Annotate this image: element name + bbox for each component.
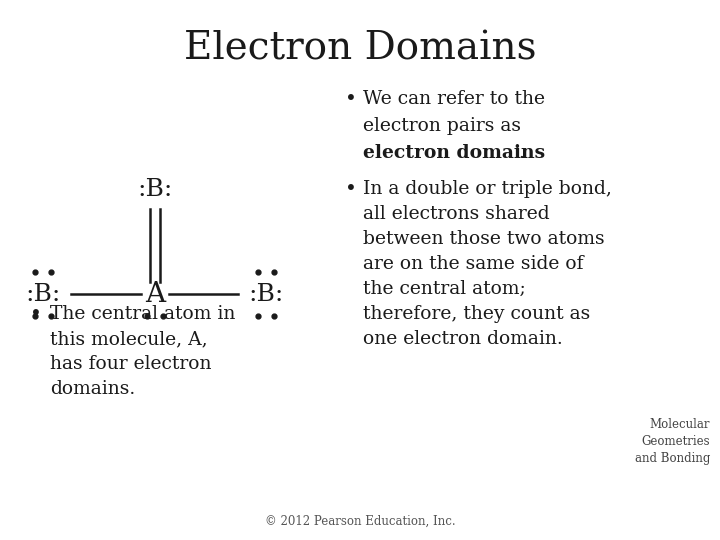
Text: A: A (145, 281, 165, 308)
Text: In a double or triple bond,
all electrons shared
between those two atoms
are on : In a double or triple bond, all electron… (363, 180, 612, 348)
Text: Electron Domains: Electron Domains (184, 30, 536, 67)
Text: The central atom in
this molecule, A,
has four electron
domains.: The central atom in this molecule, A, ha… (50, 305, 235, 398)
Text: © 2012 Pearson Education, Inc.: © 2012 Pearson Education, Inc. (265, 515, 455, 528)
Text: •: • (30, 305, 42, 324)
Text: :B:: :B: (25, 283, 61, 306)
Text: We can refer to the: We can refer to the (363, 90, 545, 108)
Text: •: • (345, 180, 357, 199)
Text: electron domains: electron domains (363, 144, 545, 163)
Text: electron pairs as: electron pairs as (363, 117, 521, 135)
Text: •: • (345, 90, 357, 109)
Text: :B:: :B: (137, 178, 173, 200)
Text: :B:: :B: (248, 283, 284, 306)
Text: .: . (518, 144, 524, 163)
Text: Molecular
Geometries
and Bonding: Molecular Geometries and Bonding (634, 418, 710, 465)
